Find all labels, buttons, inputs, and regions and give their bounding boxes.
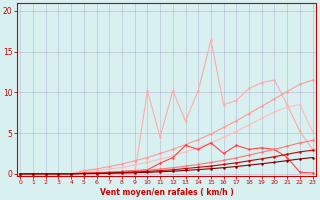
X-axis label: Vent moyen/en rafales ( km/h ): Vent moyen/en rafales ( km/h ) <box>100 188 233 197</box>
